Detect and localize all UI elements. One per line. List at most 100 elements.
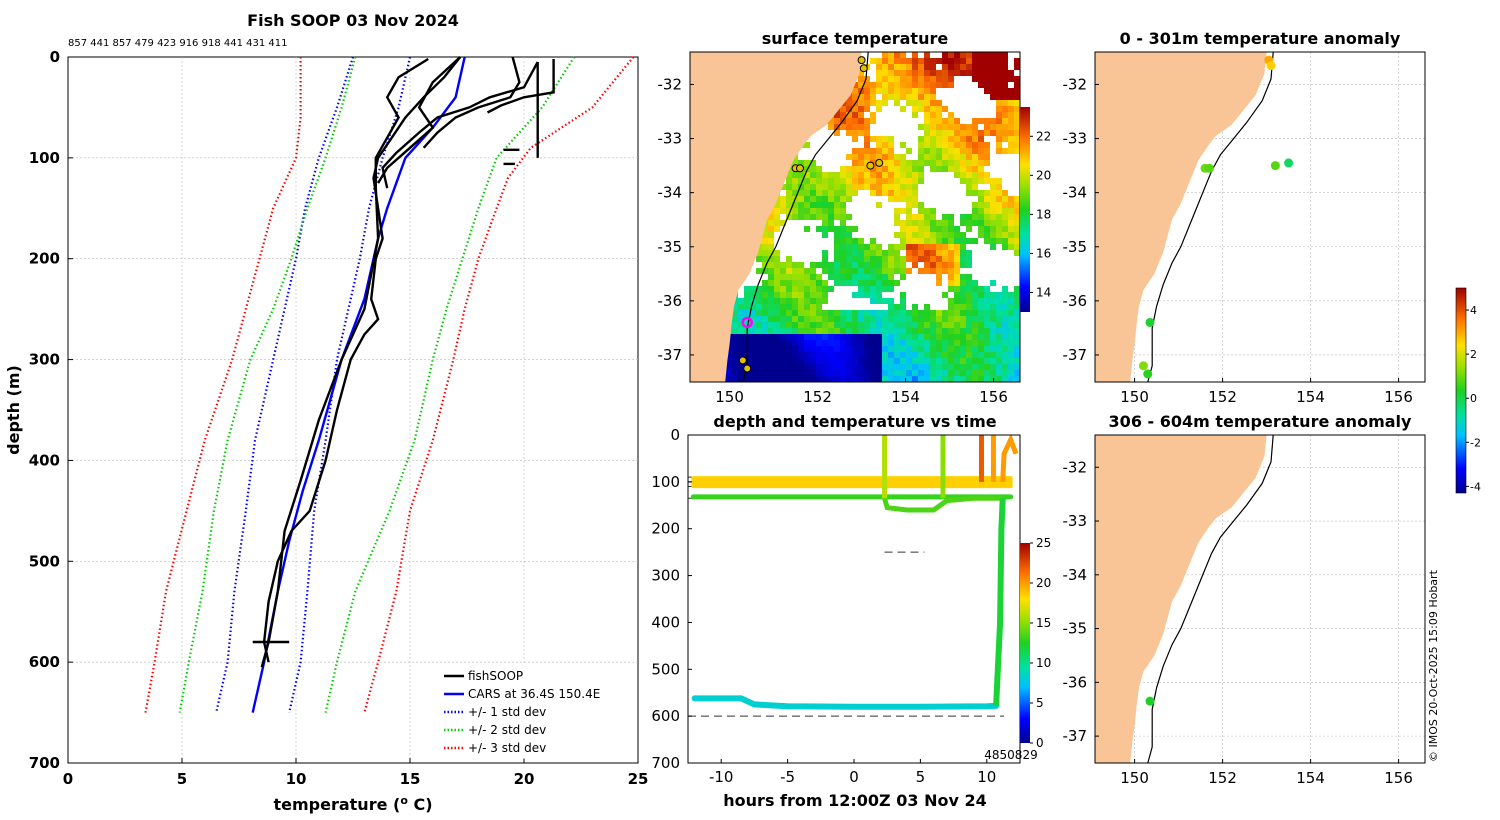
sst-cell <box>978 304 984 310</box>
sst-cell <box>846 334 852 340</box>
sst-cell <box>804 322 810 328</box>
sst-cell <box>990 322 996 328</box>
sst-cell <box>804 274 810 280</box>
sst-cell <box>858 184 864 190</box>
sst-cell <box>870 100 876 106</box>
map-ytick-label: -35 <box>658 238 683 256</box>
sst-cell <box>852 268 858 274</box>
sst-cell <box>1002 376 1008 382</box>
sst-cell <box>804 304 810 310</box>
sst-cell <box>1002 124 1008 130</box>
sst-cell <box>948 76 954 82</box>
sst-cell <box>906 322 912 328</box>
map-ytick-label: -35 <box>1063 620 1088 638</box>
sst-cell <box>894 346 900 352</box>
sst-cell <box>822 220 828 226</box>
sst-cell <box>900 166 906 172</box>
sst-cell <box>948 64 954 70</box>
sst-cell <box>810 346 816 352</box>
map-ytick-label: -33 <box>1063 512 1088 530</box>
sst-cell <box>1014 370 1020 376</box>
sst-cell <box>732 346 738 352</box>
sst-cell <box>936 232 942 238</box>
sst-cell <box>996 142 1002 148</box>
sst-cell <box>864 346 870 352</box>
sst-cell <box>960 250 966 256</box>
sst-cell <box>942 310 948 316</box>
sst-cell <box>972 70 978 76</box>
timeseries-title: depth and temperature vs time <box>713 412 996 431</box>
sst-cell <box>924 322 930 328</box>
sst-cell <box>894 244 900 250</box>
sst-cell <box>810 184 816 190</box>
sst-cell <box>954 274 960 280</box>
sst-cell <box>846 172 852 178</box>
map-ytick-label: -37 <box>1063 346 1088 364</box>
sst-cell <box>798 196 804 202</box>
sst-cell <box>816 310 822 316</box>
sst-cell <box>750 352 756 358</box>
sst-cell <box>942 118 948 124</box>
sst-cell <box>822 256 828 262</box>
sst-cell <box>846 118 852 124</box>
sst-cell <box>756 286 762 292</box>
sst-cell <box>990 196 996 202</box>
sst-cell <box>996 190 1002 196</box>
sst-cell <box>888 352 894 358</box>
sst-cell <box>882 184 888 190</box>
sst-cell <box>774 322 780 328</box>
sst-cell <box>954 154 960 160</box>
sst-cell <box>798 184 804 190</box>
sst-cell <box>966 376 972 382</box>
sst-cell <box>996 64 1002 70</box>
sst-cell <box>750 376 756 382</box>
sst-cell <box>1014 238 1020 244</box>
sst-cell <box>846 244 852 250</box>
sst-cell <box>984 226 990 232</box>
sst-cell <box>954 148 960 154</box>
sst-cell <box>936 370 942 376</box>
sst-cell <box>996 370 1002 376</box>
sst-cell <box>1002 304 1008 310</box>
sst-cell <box>846 376 852 382</box>
sst-cell <box>990 130 996 136</box>
sst-cell <box>960 262 966 268</box>
sst-cell <box>894 340 900 346</box>
sst-cell <box>918 172 924 178</box>
sst-cell <box>804 214 810 220</box>
sst-cell <box>990 184 996 190</box>
sst-cell <box>762 280 768 286</box>
sst-cell <box>762 262 768 268</box>
sst-cell <box>996 106 1002 112</box>
sst-cell <box>978 208 984 214</box>
legend-label: fishSOOP <box>468 669 523 683</box>
sst-cell <box>1002 76 1008 82</box>
sst-cell <box>846 196 852 202</box>
sst-cell <box>996 82 1002 88</box>
sst-cell <box>978 70 984 76</box>
anomaly-point <box>1143 369 1153 379</box>
sst-cell <box>912 70 918 76</box>
sst-cell <box>906 346 912 352</box>
sst-cell <box>906 232 912 238</box>
sst-cell <box>882 190 888 196</box>
sst-cell <box>906 202 912 208</box>
sst-cell <box>912 100 918 106</box>
sst-cell <box>774 334 780 340</box>
sst-cell <box>798 334 804 340</box>
sst-cell <box>774 280 780 286</box>
profile-series--2-std <box>178 56 357 713</box>
sst-cell <box>876 328 882 334</box>
sst-cell <box>894 214 900 220</box>
sst-cell <box>966 322 972 328</box>
profile-lines <box>144 56 635 713</box>
sst-cell <box>966 310 972 316</box>
sst-cell <box>834 250 840 256</box>
sst-cell <box>780 376 786 382</box>
sst-cell <box>888 298 894 304</box>
sst-cell <box>918 334 924 340</box>
sst-cell <box>1014 148 1020 154</box>
sst-cell <box>840 196 846 202</box>
map-xtick-label: 156 <box>979 388 1008 406</box>
